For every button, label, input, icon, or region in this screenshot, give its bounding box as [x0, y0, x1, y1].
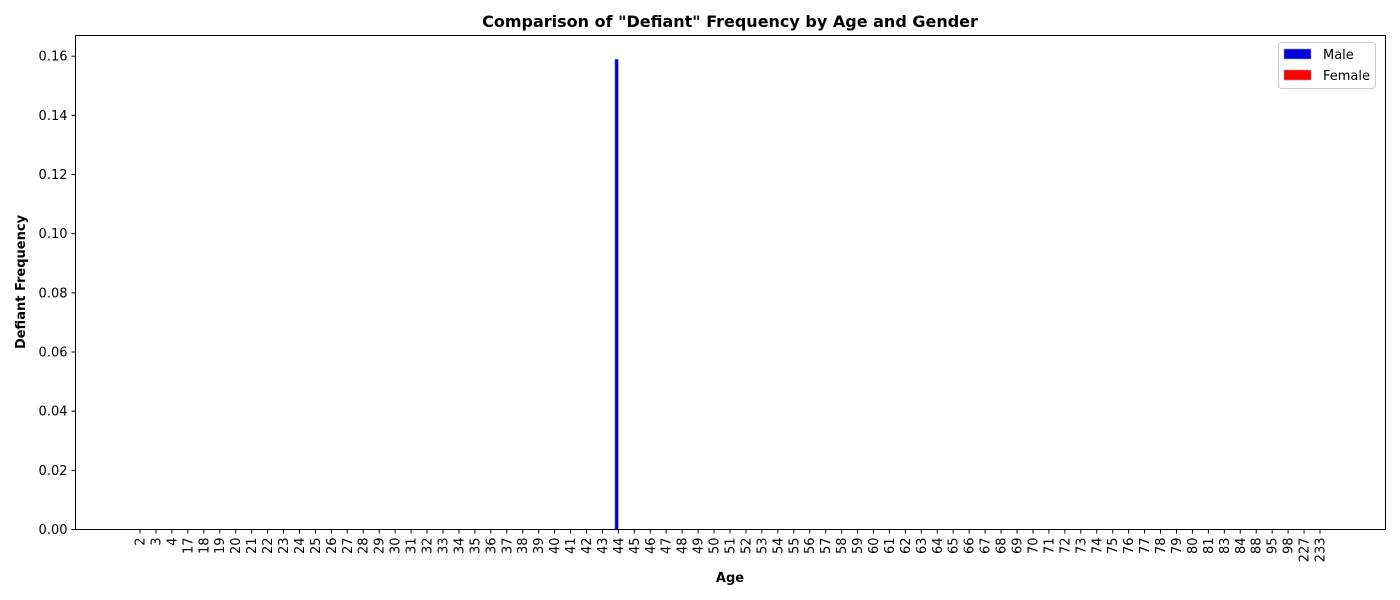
x-tick-label: 30: [389, 538, 404, 555]
x-tick-label: 80: [1186, 538, 1201, 555]
y-tick-label: 0.16: [39, 50, 68, 65]
x-tick-label: 38: [516, 538, 531, 555]
x-tick-label: 54: [771, 538, 786, 555]
x-tick-label: 29: [373, 538, 388, 555]
x-tick-label: 66: [963, 538, 978, 555]
chart-title: Comparison of "Defiant" Frequency by Age…: [482, 12, 978, 31]
x-tick-label: 74: [1090, 538, 1105, 555]
x-tick-label: 25: [309, 538, 324, 555]
plot-frame: [75, 35, 1386, 530]
legend-label-male: Male: [1323, 48, 1354, 63]
x-tick-label: 17: [181, 538, 196, 555]
x-tick-label: 61: [883, 538, 898, 555]
y-axis-ticks: 0.00 0.02 0.04 0.06 0.08 0.10 0.12 0.14 0.16: [39, 50, 76, 538]
x-tick-label: 21: [245, 538, 260, 555]
x-tick-label: 53: [755, 538, 770, 555]
x-tick-label: 43: [596, 538, 611, 555]
x-tick-label: 47: [660, 538, 675, 555]
x-tick-label: 64: [931, 538, 946, 555]
bars-group: [614, 58, 619, 530]
legend: Male Female: [1278, 42, 1376, 89]
x-tick-label: 24: [293, 538, 308, 555]
x-axis-ticks: 2 3 4 17 18 19 20 21 22 23 24 25 26 27 28 29 30 31 32 33 34 3…: [134, 529, 1329, 563]
x-tick-label: 63: [915, 538, 930, 555]
y-axis-label: Defiant Frequency: [14, 214, 29, 349]
x-tick-label: 227: [1298, 538, 1313, 563]
x-tick-label: 60: [867, 538, 882, 555]
x-tick-label: 4: [165, 538, 180, 546]
y-tick-label: 0.08: [39, 286, 68, 301]
x-tick-label: 27: [341, 538, 356, 555]
legend-swatch-female: [1283, 69, 1312, 81]
y-tick-label: 0.12: [39, 168, 68, 183]
x-tick-label: 84: [1234, 538, 1249, 555]
x-tick-label: 75: [1106, 538, 1121, 555]
x-tick-label: 3: [149, 538, 164, 546]
x-tick-label: 58: [835, 538, 850, 555]
x-tick-label: 39: [532, 538, 547, 555]
x-tick-label: 44: [612, 538, 627, 555]
x-tick-label: 35: [468, 538, 483, 555]
x-tick-label: 37: [500, 538, 515, 555]
x-tick-label: 48: [676, 538, 691, 555]
x-tick-label: 36: [484, 538, 499, 555]
x-tick-label: 50: [708, 538, 723, 555]
x-tick-label: 78: [1154, 538, 1169, 555]
x-tick-label: 23: [277, 538, 292, 555]
x-tick-label: 52: [739, 538, 754, 555]
x-tick-label: 57: [819, 538, 834, 555]
x-tick-label: 70: [1026, 538, 1041, 555]
x-tick-label: 34: [452, 538, 467, 555]
x-tick-label: 28: [357, 538, 372, 555]
x-tick-label: 81: [1202, 538, 1217, 555]
x-tick-label: 72: [1058, 538, 1073, 555]
x-tick-label: 73: [1074, 538, 1089, 555]
x-tick-label: 67: [979, 538, 994, 555]
y-tick-label: 0.14: [39, 109, 68, 124]
x-tick-label: 32: [421, 538, 436, 555]
x-tick-label: 41: [564, 538, 579, 555]
x-tick-label: 49: [692, 538, 707, 555]
x-tick-label: 56: [803, 538, 818, 555]
x-tick-label: 62: [899, 538, 914, 555]
x-axis-label: Age: [716, 571, 744, 586]
x-tick-label: 95: [1266, 538, 1281, 555]
x-tick-label: 55: [787, 538, 802, 555]
x-tick-label: 19: [213, 538, 228, 555]
x-tick-label: 76: [1122, 538, 1137, 555]
x-tick-label: 45: [628, 538, 643, 555]
x-tick-label: 46: [644, 538, 659, 555]
x-tick-label: 79: [1170, 538, 1185, 555]
x-tick-label: 68: [995, 538, 1010, 555]
x-tick-label: 98: [1282, 538, 1297, 555]
y-tick-label: 0.06: [39, 346, 68, 361]
y-tick-label: 0.10: [39, 227, 68, 242]
legend-label-female: Female: [1323, 69, 1370, 84]
x-tick-label: 83: [1218, 538, 1233, 555]
x-tick-label: 26: [325, 538, 340, 555]
x-tick-label: 20: [229, 538, 244, 555]
x-tick-label: 2: [134, 538, 149, 546]
bar-male-44: [614, 58, 619, 530]
x-tick-label: 233: [1314, 538, 1329, 563]
y-tick-label: 0.02: [39, 464, 68, 479]
x-tick-label: 69: [1011, 538, 1026, 555]
x-tick-label: 40: [548, 538, 563, 555]
x-tick-label: 59: [851, 538, 866, 555]
x-tick-label: 88: [1250, 538, 1265, 555]
y-tick-label: 0.00: [39, 523, 68, 538]
x-tick-label: 42: [580, 538, 595, 555]
x-tick-label: 77: [1138, 538, 1153, 555]
x-tick-label: 51: [724, 538, 739, 555]
x-tick-label: 18: [197, 538, 212, 555]
x-tick-label: 31: [405, 538, 420, 555]
x-tick-label: 65: [947, 538, 962, 555]
x-tick-label: 33: [436, 538, 451, 555]
x-tick-label: 71: [1042, 538, 1057, 555]
x-tick-label: 22: [261, 538, 276, 555]
y-tick-label: 0.04: [39, 405, 68, 420]
legend-swatch-male: [1283, 48, 1312, 60]
